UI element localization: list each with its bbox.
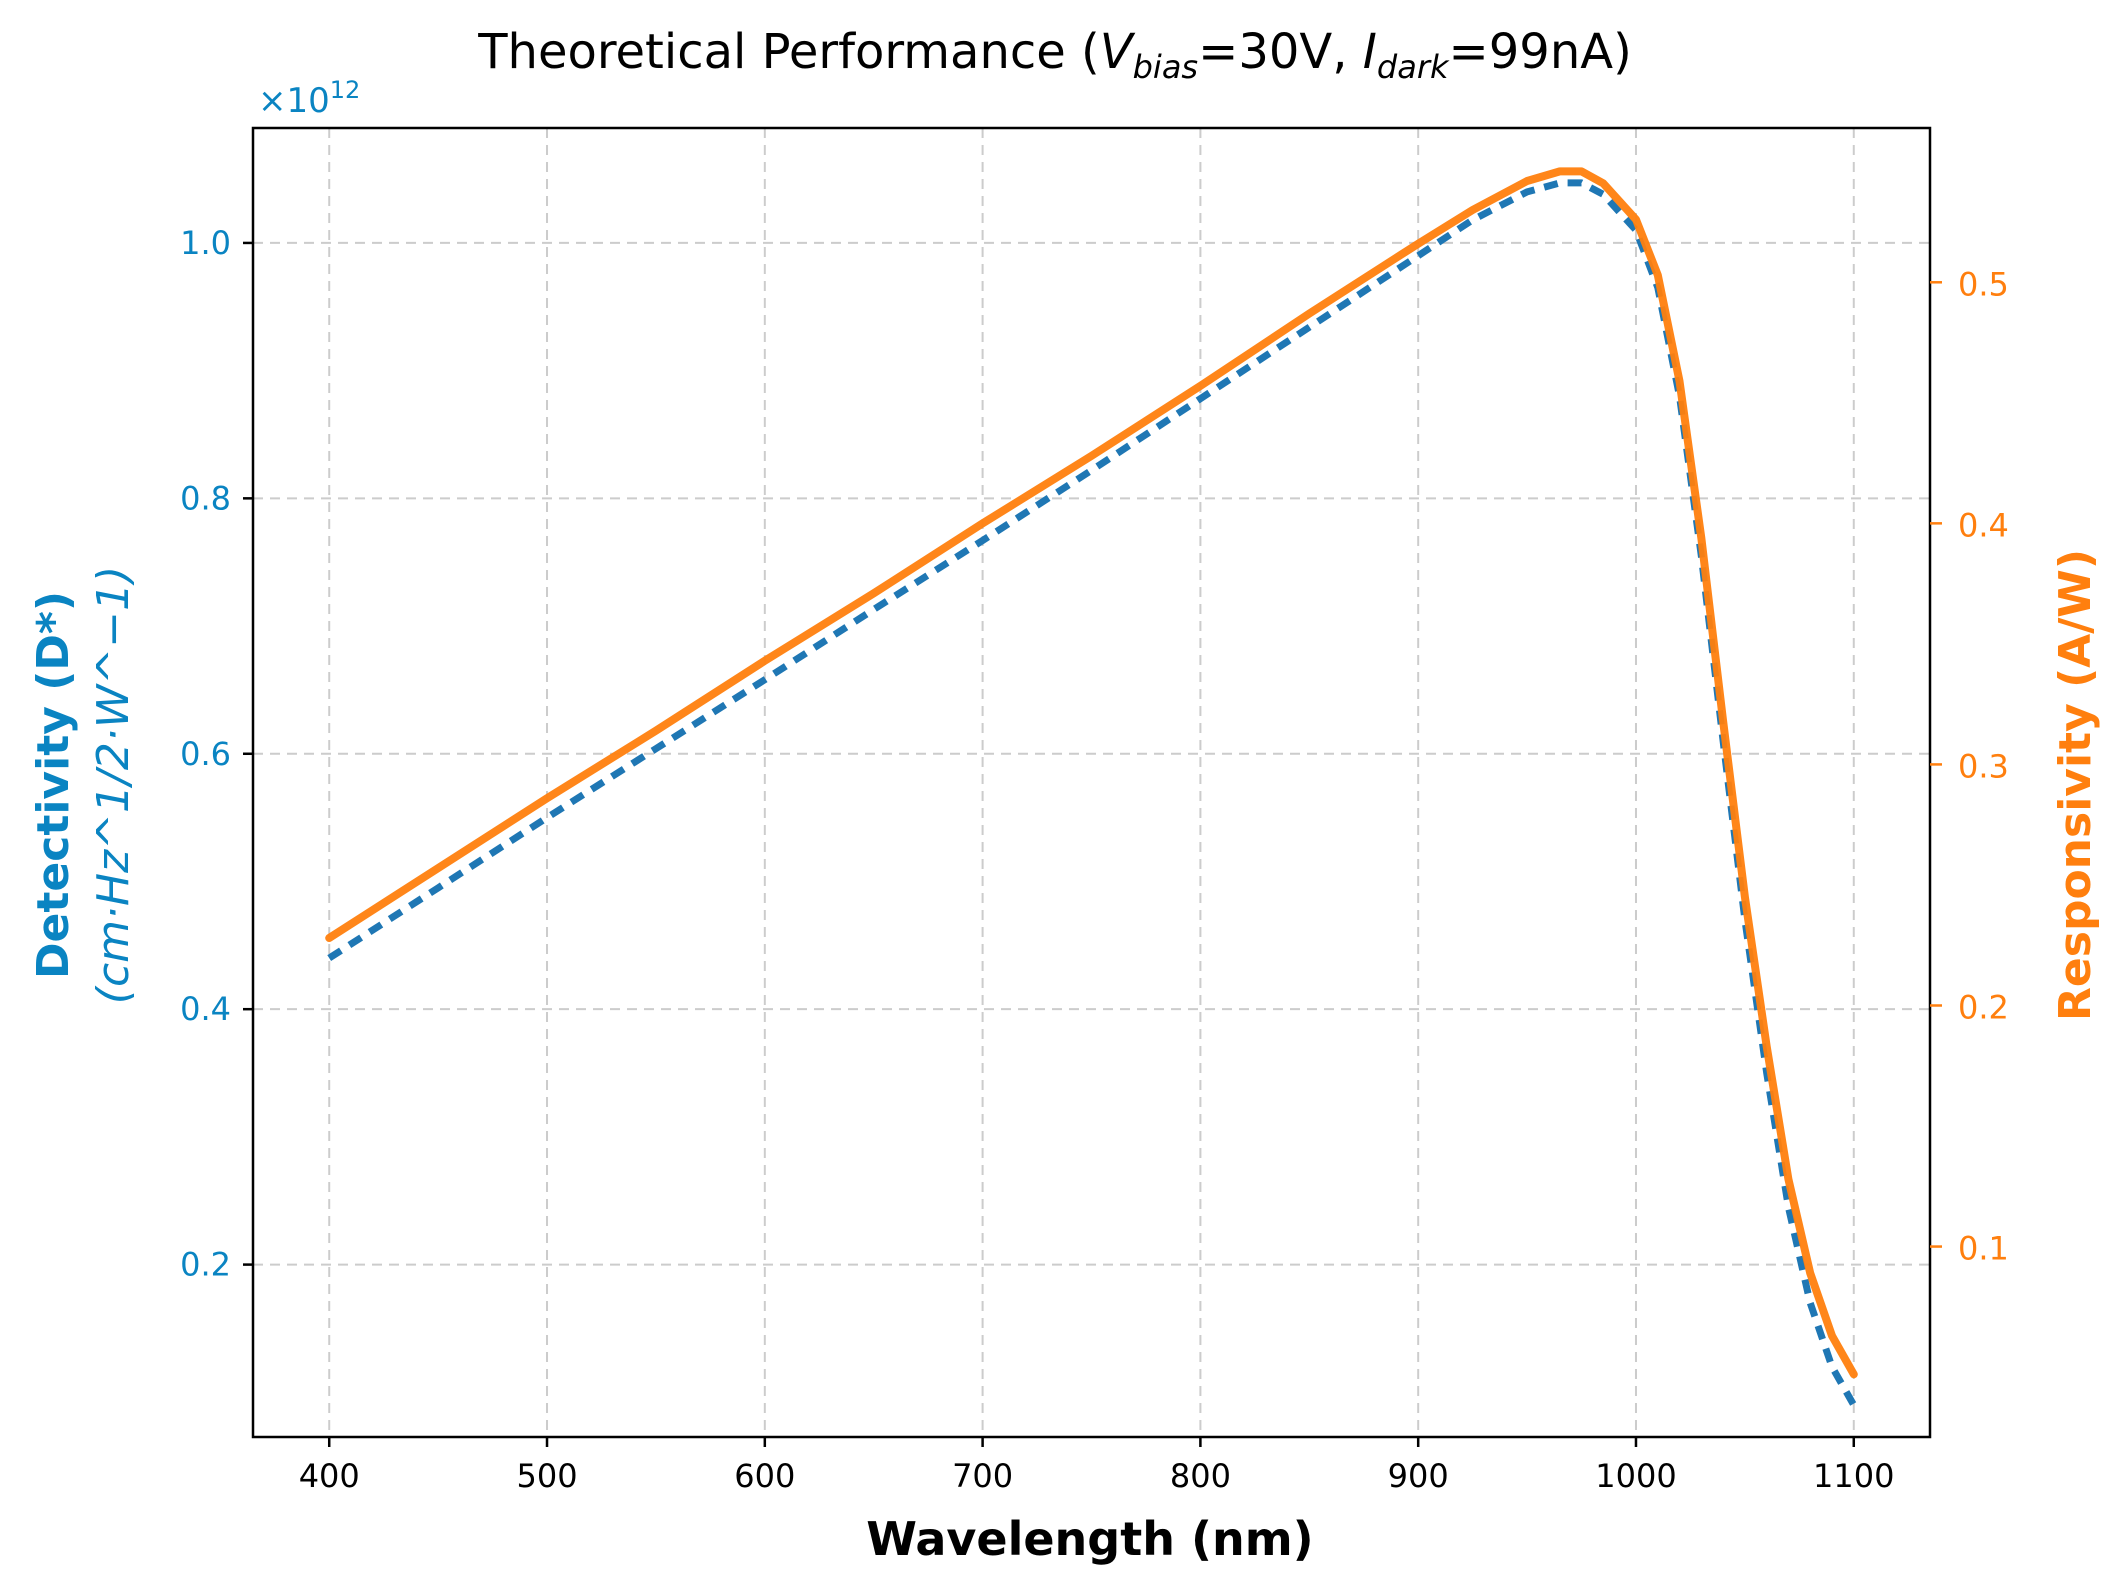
left-axis-label-main: Detectivity [28,706,79,979]
x-tick-label: 400 [299,1457,360,1495]
title-i-subscript: dark [1377,48,1450,86]
title-v-symbol: V [1100,24,1136,80]
left-axis-ticks: 0.2 0.4 0.6 0.8 1.0 [180,224,253,1284]
series-group [325,167,1858,1407]
svg-text:(cm·Hz^1/2·W^−1): (cm·Hz^1/2·W^−1) [88,566,139,1004]
title-v-subscript: bias [1133,48,1198,86]
title-v-value: =30V, [1198,24,1363,80]
x-tick-label: 600 [734,1457,795,1495]
x-tick-label: 1100 [1813,1457,1894,1495]
left-tick-label: 1.0 [180,224,231,262]
left-axis-offset-text: ×1012 [258,76,360,121]
x-tick-label: 800 [1170,1457,1231,1495]
left-tick-label: 0.2 [180,1246,231,1284]
right-tick-label: 0.1 [1958,1230,2009,1268]
left-tick-label: 0.4 [180,990,231,1028]
x-axis-ticks: 400 500 600 700 800 900 1000 1100 [299,1437,1894,1495]
title-i-value: =99nA) [1449,24,1632,80]
right-tick-label: 0.5 [1958,265,2009,303]
right-tick-label: 0.2 [1958,988,2009,1026]
left-axis-units: (cm·Hz^1/2·W^−1) [88,566,139,1004]
svg-text:Responsivity (A/W): Responsivity (A/W) [2050,549,2101,1021]
svg-text:Detectivity (D*): Detectivity (D*) [28,591,79,979]
left-tick-label: 0.8 [180,479,231,517]
left-axis-label: Detectivity (D*) [28,591,79,979]
plot-frame [251,126,1932,1439]
title-prefix: Theoretical Performance ( [477,24,1100,80]
left-tick-label: 0.6 [180,735,231,773]
x-tick-label: 1000 [1595,1457,1676,1495]
chart-title: Theoretical Performance (Vbias=30V, Idar… [477,24,1632,86]
right-tick-label: 0.4 [1958,506,2009,544]
left-axis-label-symbol: (D*) [28,591,79,691]
right-axis-label: Responsivity (A/W) [2050,549,2101,1021]
x-axis-label: Wavelength (nm) [866,1512,1313,1566]
title-i-symbol: I [1363,24,1377,80]
x-tick-label: 500 [516,1457,577,1495]
right-axis-ticks: 0.1 0.2 0.3 0.4 0.5 [1930,265,2009,1268]
x-tick-label: 700 [952,1457,1013,1495]
right-tick-label: 0.3 [1958,747,2009,785]
x-tick-label: 900 [1388,1457,1449,1495]
grid [253,128,1930,1437]
responsivity-series-line [325,167,1858,1379]
